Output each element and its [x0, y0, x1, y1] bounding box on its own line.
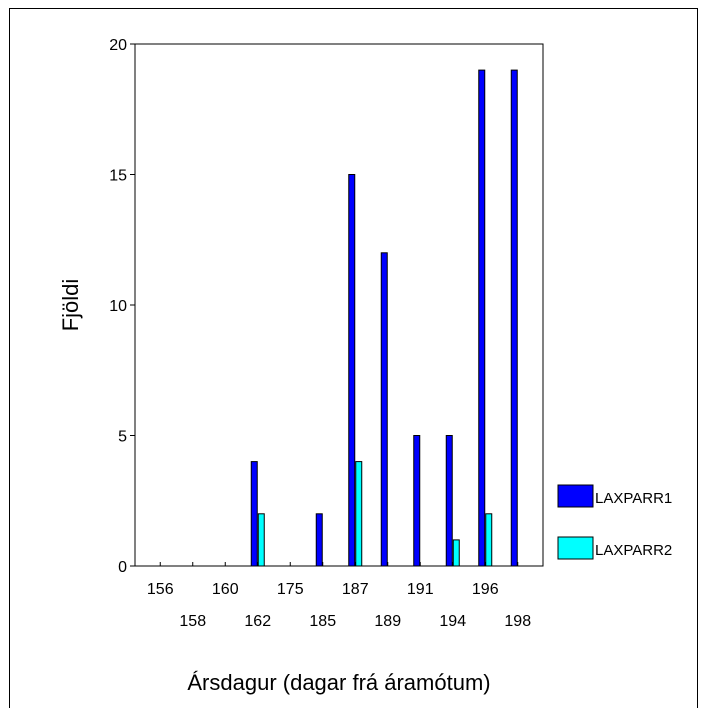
bar-laxparr2-162: [257, 513, 265, 567]
y-tick-label: 10: [109, 298, 127, 315]
bar-laxparr2-187: [355, 461, 363, 567]
legend-label-laxparr2: LAXPARR2: [595, 542, 672, 559]
bar-laxparr1-185: [315, 513, 323, 567]
legend-label-laxparr1: LAXPARR1: [595, 490, 672, 507]
legend-swatch-laxparr1: [557, 484, 594, 508]
x-tick-label: 158: [179, 613, 206, 630]
x-tick-label: 156: [147, 581, 174, 598]
x-tick-label: 175: [277, 581, 304, 598]
bar-laxparr1-198: [510, 69, 518, 567]
bar-laxparr1-191: [413, 435, 421, 567]
x-tick-label: 196: [472, 581, 499, 598]
y-tick-label: 0: [118, 559, 127, 576]
x-tick-label: 185: [309, 613, 336, 630]
x-tick-label: 162: [244, 613, 271, 630]
x-tick-label: 160: [212, 581, 239, 598]
legend-swatch-laxparr2: [557, 536, 594, 560]
y-tick-label: 5: [118, 429, 127, 446]
bar-laxparr1-187: [348, 174, 356, 567]
x-axis-title: Ársdagur (dagar frá áramótum): [187, 670, 490, 695]
bar-laxparr1-194: [445, 435, 453, 567]
bar-laxparr1-189: [380, 252, 388, 567]
y-axis-title: Fjöldi: [58, 279, 83, 332]
y-axis: 0 5 10 15 20: [109, 37, 135, 576]
bar-laxparr1-162: [250, 461, 258, 567]
x-tick-label: 198: [504, 613, 531, 630]
x-tick-label: 189: [374, 613, 401, 630]
bar-laxparr2-194: [452, 539, 460, 567]
bars: [159, 69, 519, 567]
x-axis: 156 160 175 187 191 196 158 162 185 189 194 198: [147, 581, 531, 630]
y-tick-label: 20: [109, 37, 127, 54]
bar-laxparr1-196: [478, 69, 486, 567]
x-tick-label: 191: [407, 581, 434, 598]
x-tick-label: 187: [342, 581, 369, 598]
legend: LAXPARR1 LAXPARR2: [557, 484, 672, 560]
y-tick-label: 15: [109, 168, 127, 185]
chart-frame: [9, 8, 698, 708]
x-tick-label: 194: [439, 613, 466, 630]
bar-laxparr2-196: [485, 513, 493, 567]
